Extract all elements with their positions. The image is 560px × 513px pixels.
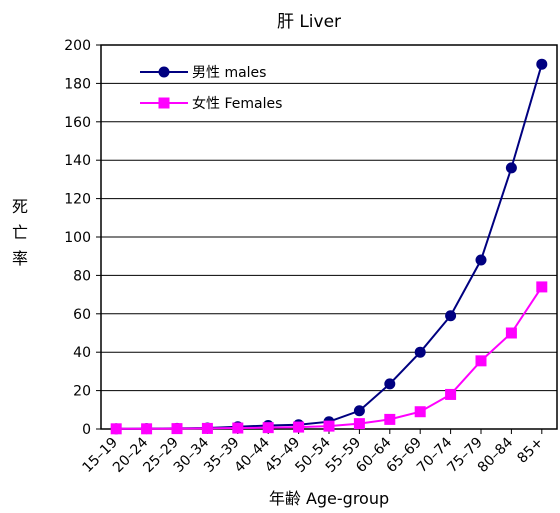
data-point	[384, 413, 396, 425]
x-axis-title: 年齢 Age-group	[269, 489, 389, 508]
data-point	[445, 388, 457, 400]
data-point	[262, 422, 274, 434]
data-point	[475, 254, 487, 266]
data-point	[323, 420, 335, 432]
y-axis-title-char: 率	[12, 249, 28, 268]
y-tick-label: 160	[64, 115, 91, 131]
legend-label: 男性 males	[192, 65, 266, 81]
y-tick-label: 120	[64, 192, 91, 208]
data-point	[353, 405, 365, 417]
plot-area: 02040608010012014016018020015–1920–2425–…	[64, 38, 558, 476]
y-tick-label: 60	[73, 307, 91, 323]
data-point	[445, 310, 457, 322]
data-point	[414, 346, 426, 358]
data-point	[353, 418, 365, 430]
data-point	[171, 423, 183, 435]
legend-label: 女性 Females	[192, 95, 282, 112]
data-point	[141, 423, 153, 435]
y-axis-title: 死亡率	[12, 197, 28, 268]
y-tick-label: 80	[73, 268, 91, 284]
y-tick-label: 100	[64, 230, 91, 246]
legend-marker	[158, 66, 170, 78]
x-tick-label: 85+	[514, 435, 546, 467]
data-point	[475, 355, 487, 367]
chart-title: 肝 Liver	[277, 12, 341, 32]
data-point	[414, 406, 426, 418]
y-tick-label: 40	[73, 345, 91, 361]
y-tick-label: 200	[64, 38, 91, 54]
data-point	[110, 423, 122, 435]
data-point	[505, 162, 517, 174]
y-tick-label: 20	[73, 384, 91, 400]
data-point	[293, 421, 305, 433]
y-axis-title-char: 亡	[12, 223, 28, 242]
y-tick-label: 180	[64, 76, 91, 92]
legend-marker	[158, 97, 170, 109]
data-point	[201, 422, 213, 434]
x-tick-label: 80–84	[475, 434, 517, 476]
data-point	[505, 327, 517, 339]
data-point	[536, 281, 548, 293]
y-axis-title-char: 死	[12, 197, 28, 216]
y-tick-label: 140	[64, 153, 91, 169]
data-point	[536, 58, 548, 70]
data-point	[384, 378, 396, 390]
data-point	[232, 422, 244, 434]
series-line-0	[116, 63, 543, 430]
y-tick-label: 0	[82, 422, 91, 438]
